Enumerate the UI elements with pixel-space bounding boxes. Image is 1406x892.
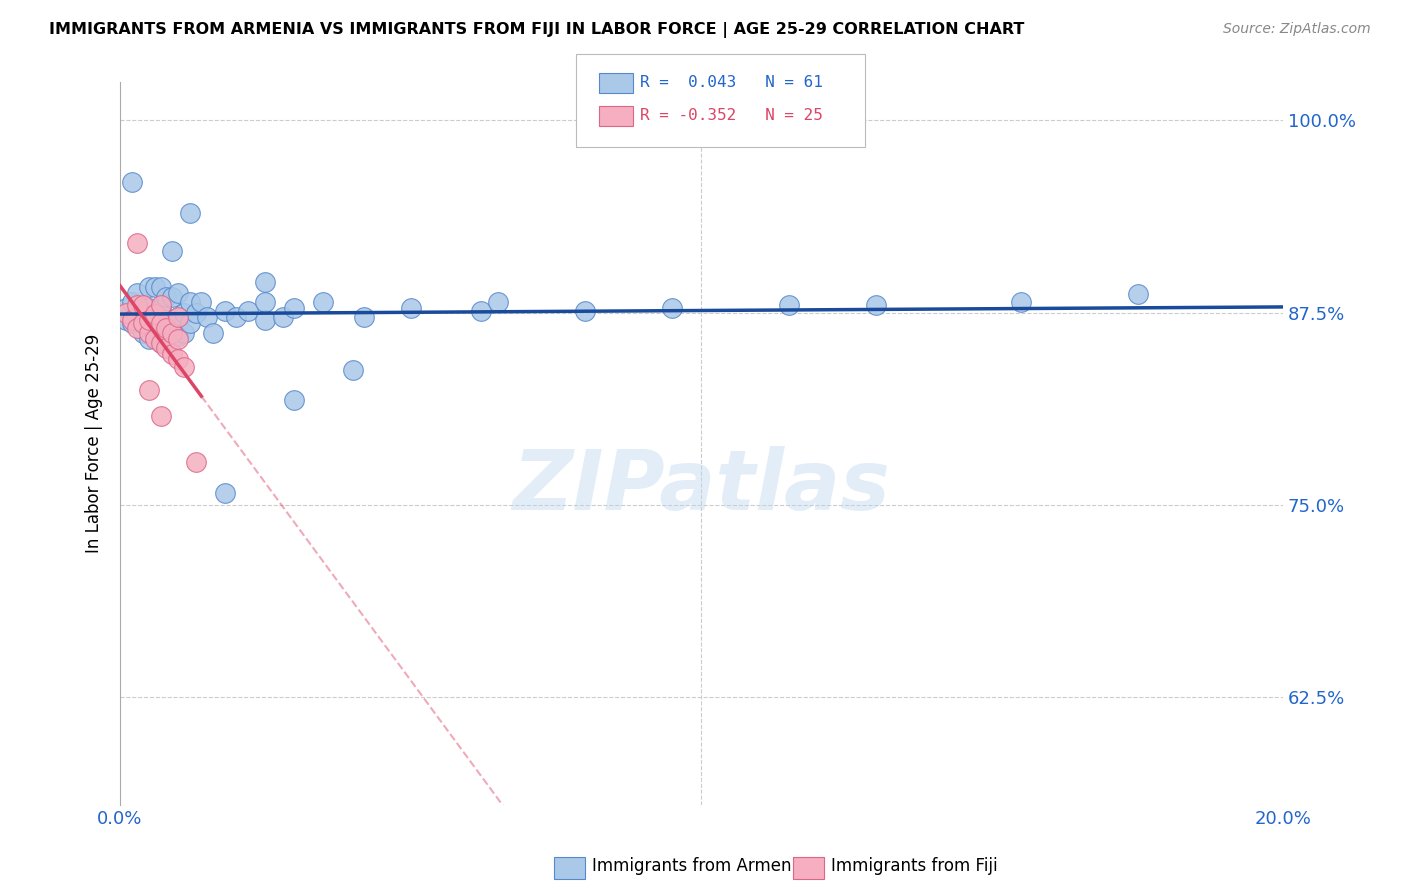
Point [254,275,277,289]
Point [254,294,277,309]
Point [143,279,166,293]
Point [149,336,172,351]
Text: Immigrants from Fiji: Immigrants from Fiji [831,857,998,875]
Point [179,205,201,219]
Point [132,306,155,320]
Point [114,301,136,315]
Point [399,301,422,315]
Point [121,317,143,331]
Point [127,298,149,312]
Point [312,294,335,309]
Point [143,326,166,340]
Point [470,304,492,318]
Point [778,298,800,312]
Point [195,310,218,325]
Point [167,310,190,325]
Point [162,347,184,361]
Point [162,326,184,340]
Text: IMMIGRANTS FROM ARMENIA VS IMMIGRANTS FROM FIJI IN LABOR FORCE | AGE 25-29 CORRE: IMMIGRANTS FROM ARMENIA VS IMMIGRANTS FR… [49,22,1025,38]
Point [225,310,247,325]
Point [149,321,172,335]
Point [121,313,143,327]
Point [138,301,160,315]
Point [132,298,155,312]
Point [143,307,166,321]
Point [155,341,177,355]
Point [574,304,596,318]
Point [661,301,683,315]
Point [138,332,160,346]
Text: ZIPatlas: ZIPatlas [513,446,890,527]
Point [155,321,177,335]
Point [190,294,212,309]
Point [283,393,305,408]
Y-axis label: In Labor Force | Age 25-29: In Labor Force | Age 25-29 [86,334,103,553]
Point [184,455,207,469]
Point [167,328,190,343]
Text: Immigrants from Armenia: Immigrants from Armenia [592,857,806,875]
Point [162,313,184,327]
Point [149,317,172,331]
Point [127,236,149,251]
Point [162,244,184,259]
Point [179,317,201,331]
Point [149,298,172,312]
Point [167,332,190,346]
Point [184,306,207,320]
Point [143,306,166,320]
Point [167,310,190,325]
Point [149,336,172,351]
Point [149,279,172,293]
Point [167,285,190,300]
Point [167,351,190,366]
Point [162,332,184,346]
Point [155,313,177,327]
Point [342,362,364,376]
Point [155,290,177,304]
Point [143,332,166,346]
Point [132,317,155,331]
Point [114,313,136,327]
Point [162,290,184,304]
Point [173,326,195,340]
Point [138,326,160,340]
Point [132,326,155,340]
Point [865,298,887,312]
Point [121,175,143,189]
Point [173,306,195,320]
Point [254,313,277,327]
Text: R = -0.352   N = 25: R = -0.352 N = 25 [640,109,823,123]
Point [271,310,294,325]
Point [173,359,195,374]
Text: Source: ZipAtlas.com: Source: ZipAtlas.com [1223,22,1371,37]
Point [236,304,259,318]
Point [214,304,236,318]
Point [127,285,149,300]
Point [149,301,172,315]
Point [138,313,160,327]
Point [201,326,224,340]
Point [121,294,143,309]
Point [138,383,160,397]
Point [155,332,177,346]
Point [179,294,201,309]
Point [283,301,305,315]
Point [138,317,160,331]
Point [149,409,172,423]
Point [127,310,149,325]
Point [127,321,149,335]
Point [1010,294,1032,309]
Text: R =  0.043   N = 61: R = 0.043 N = 61 [640,76,823,90]
Point [214,485,236,500]
Point [114,306,136,320]
Point [138,279,160,293]
Point [353,310,375,325]
Point [486,294,509,309]
Point [1126,287,1149,301]
